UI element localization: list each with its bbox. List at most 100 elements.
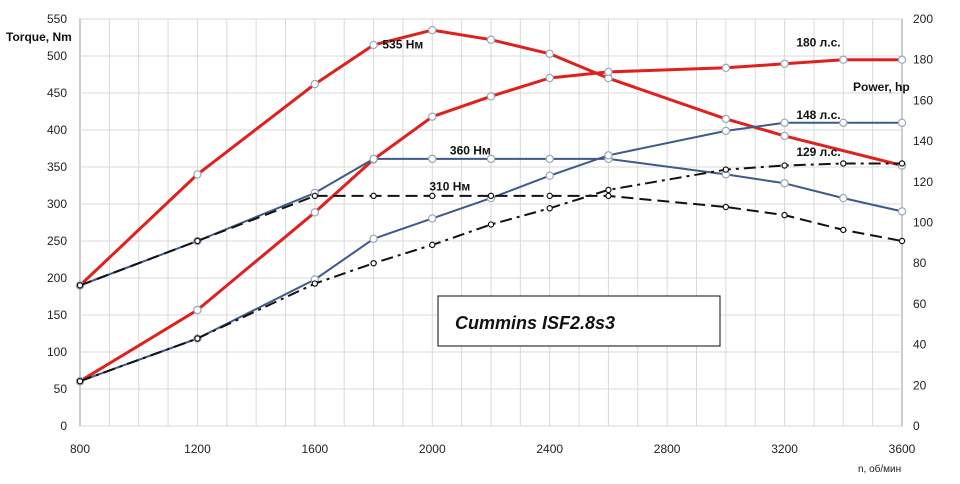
series-point-3 <box>545 171 554 180</box>
right-tick-label: 100 <box>913 216 933 230</box>
x-tick-label: 1600 <box>302 442 329 456</box>
series-line-2 <box>79 157 903 287</box>
series-point-0 <box>780 131 789 141</box>
series-line-5 <box>79 162 902 383</box>
series-point-5 <box>546 205 553 212</box>
series-point-3 <box>428 214 437 223</box>
series-point-1 <box>310 208 320 217</box>
series-point-4 <box>194 237 201 245</box>
left-axis-title: Torque, Nm <box>6 30 72 44</box>
series-point-5 <box>781 162 788 169</box>
series-point-4 <box>429 192 436 200</box>
left-tick-label: 100 <box>47 345 67 359</box>
series-point-3 <box>839 118 848 127</box>
series-point-0 <box>428 25 437 35</box>
series-point-1 <box>897 55 907 64</box>
series-point-1 <box>780 59 789 68</box>
series-point-5 <box>194 335 201 342</box>
x-axis-ticks: 800 1200 1600 2000 2400 2800 3200 3600 <box>70 442 916 456</box>
right-tick-label: 180 <box>913 53 933 67</box>
series-point-4 <box>898 237 906 245</box>
series-point-1 <box>193 305 202 315</box>
series-point-2 <box>545 154 554 164</box>
series-point-4 <box>840 226 847 234</box>
series-line-1 <box>79 58 902 383</box>
series-point-4 <box>487 192 495 200</box>
left-tick-label: 450 <box>47 86 67 100</box>
left-tick-label: 550 <box>47 12 67 26</box>
annotation-label: 535 Нм <box>382 38 423 52</box>
series-point-4 <box>781 211 788 219</box>
left-axis-ticks: 0 50 100 150 200 250 300 350 400 450 500 550 <box>47 12 67 433</box>
series-point-1 <box>604 67 613 77</box>
series-line-3 <box>79 121 902 383</box>
right-tick-label: 120 <box>913 175 933 189</box>
x-tick-label: 2000 <box>419 442 446 456</box>
right-tick-label: 40 <box>913 338 927 352</box>
series-point-0 <box>369 40 378 50</box>
x-tick-label: 2800 <box>654 442 681 456</box>
series-point-5 <box>429 241 436 249</box>
right-tick-label: 20 <box>913 378 927 392</box>
series-point-5 <box>840 160 847 167</box>
left-tick-label: 150 <box>47 308 67 322</box>
annotation-label: 180 л.с. <box>796 35 840 49</box>
series-layer <box>75 25 907 386</box>
right-tick-label: 160 <box>913 93 933 107</box>
left-tick-label: 0 <box>60 419 67 433</box>
left-tick-label: 350 <box>47 160 67 174</box>
x-tick-label: 800 <box>70 442 90 456</box>
series-point-2 <box>839 193 848 203</box>
series-point-0 <box>721 114 731 124</box>
right-tick-label: 60 <box>913 297 927 311</box>
left-tick-label: 500 <box>47 49 67 63</box>
series-point-5 <box>311 280 319 287</box>
series-point-4 <box>605 192 612 200</box>
annotation-label: 310 Нм <box>429 180 470 194</box>
series-point-1 <box>839 55 848 64</box>
series-point-5 <box>722 166 730 173</box>
series-point-3 <box>604 151 613 160</box>
series-point-2 <box>780 179 789 188</box>
annotation-label: 148 л.с. <box>796 108 840 122</box>
series-point-5 <box>898 160 906 167</box>
series-point-0 <box>545 49 554 58</box>
annotation-label: 360 Нм <box>450 143 491 157</box>
series-point-1 <box>428 112 437 121</box>
series-point-1 <box>545 73 554 83</box>
chart-label-text: Cummins ISF2.8s3 <box>455 313 615 333</box>
series-point-2 <box>369 154 378 164</box>
series-point-0 <box>310 79 320 89</box>
annotations: 535 Нм 360 Нм 310 Нм 180 л.с. 148 л.с. 129 л.… <box>382 35 840 193</box>
x-tick-label: 3600 <box>889 442 916 456</box>
right-axis-ticks: 0 20 40 60 80 100 120 140 160 180 200 <box>913 12 933 433</box>
series-point-2 <box>486 154 496 164</box>
series-point-3 <box>721 126 731 136</box>
x-tick-label: 2400 <box>536 442 563 456</box>
series-point-2 <box>897 207 907 216</box>
right-tick-label: 0 <box>913 419 920 433</box>
right-axis-title: Power, hp <box>853 80 910 94</box>
series-point-5 <box>76 378 84 385</box>
left-tick-label: 300 <box>47 197 67 211</box>
series-point-5 <box>487 221 495 228</box>
right-tick-label: 200 <box>913 12 933 26</box>
series-point-3 <box>780 118 789 127</box>
series-point-4 <box>311 192 319 200</box>
series-point-4 <box>722 203 730 211</box>
annotation-label: 129 л.с. <box>796 145 840 159</box>
x-tick-label: 3200 <box>771 442 798 456</box>
right-tick-label: 140 <box>913 134 933 148</box>
series-point-1 <box>486 92 496 101</box>
series-point-5 <box>370 260 377 267</box>
series-point-0 <box>193 170 202 179</box>
series-point-3 <box>369 234 378 243</box>
x-axis-title: n, об/мин <box>858 463 901 475</box>
series-point-4 <box>76 282 84 289</box>
series-point-5 <box>605 186 612 194</box>
left-tick-label: 400 <box>47 123 67 137</box>
left-tick-label: 200 <box>47 271 67 285</box>
series-point-4 <box>546 192 553 200</box>
series-line-4 <box>79 194 903 287</box>
